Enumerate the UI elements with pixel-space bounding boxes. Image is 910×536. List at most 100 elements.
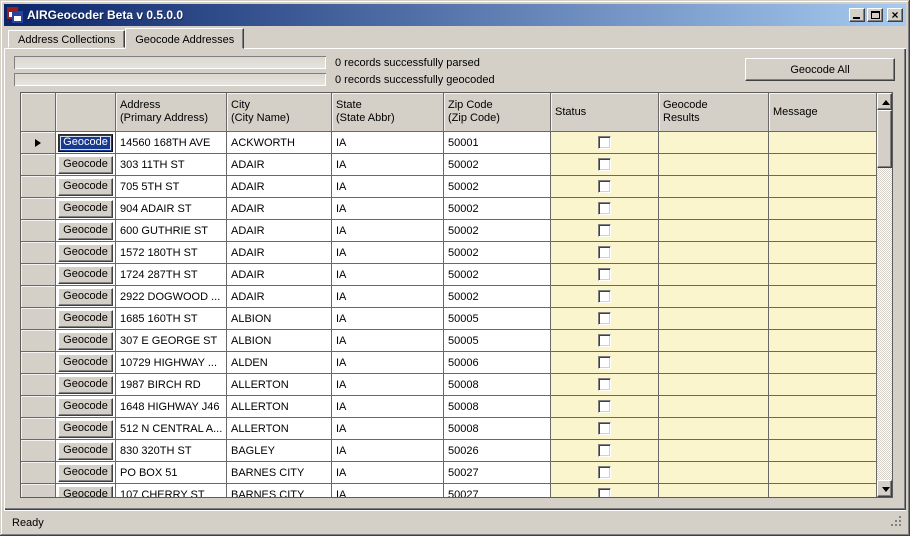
geocode-results-cell[interactable]	[659, 308, 769, 329]
message-cell[interactable]	[769, 198, 876, 219]
address-cell[interactable]: 830 320TH ST	[116, 440, 227, 461]
zip-cell[interactable]: 50002	[444, 286, 551, 307]
status-checkbox[interactable]	[598, 334, 611, 347]
state-cell[interactable]: IA	[332, 176, 444, 197]
geocode-results-cell[interactable]	[659, 154, 769, 175]
zip-cell[interactable]: 50002	[444, 198, 551, 219]
geocode-row-button[interactable]: Geocode	[58, 265, 113, 284]
header-state[interactable]: State (State Abbr)	[332, 93, 444, 131]
message-cell[interactable]	[769, 418, 876, 439]
zip-cell[interactable]: 50001	[444, 132, 551, 153]
state-cell[interactable]: IA	[332, 286, 444, 307]
header-city[interactable]: City (City Name)	[227, 93, 332, 131]
resize-grip-icon[interactable]	[891, 516, 903, 528]
zip-cell[interactable]: 50008	[444, 396, 551, 417]
row-header-cell[interactable]	[21, 198, 56, 219]
state-cell[interactable]: IA	[332, 154, 444, 175]
geocode-results-cell[interactable]	[659, 220, 769, 241]
geocode-all-button[interactable]: Geocode All	[745, 58, 895, 81]
geocode-results-cell[interactable]	[659, 286, 769, 307]
state-cell[interactable]: IA	[332, 330, 444, 351]
city-cell[interactable]: ADAIR	[227, 242, 332, 263]
status-checkbox[interactable]	[598, 202, 611, 215]
address-cell[interactable]: 1724 287TH ST	[116, 264, 227, 285]
address-cell[interactable]: 1572 180TH ST	[116, 242, 227, 263]
address-cell[interactable]: 1648 HIGHWAY J46	[116, 396, 227, 417]
state-cell[interactable]: IA	[332, 352, 444, 373]
geocode-results-cell[interactable]	[659, 176, 769, 197]
vertical-scrollbar[interactable]	[876, 93, 892, 497]
city-cell[interactable]: ADAIR	[227, 220, 332, 241]
geocode-row-button[interactable]: Geocode	[58, 353, 113, 372]
message-cell[interactable]	[769, 462, 876, 483]
scroll-up-button[interactable]	[877, 93, 892, 110]
state-cell[interactable]: IA	[332, 308, 444, 329]
minimize-button[interactable]	[849, 8, 865, 22]
row-header-cell[interactable]	[21, 484, 56, 497]
message-cell[interactable]	[769, 396, 876, 417]
scrollbar-thumb[interactable]	[877, 110, 892, 168]
scroll-down-button[interactable]	[877, 480, 892, 497]
row-header-cell[interactable]	[21, 132, 56, 153]
geocode-results-cell[interactable]	[659, 132, 769, 153]
geocode-results-cell[interactable]	[659, 396, 769, 417]
message-cell[interactable]	[769, 264, 876, 285]
status-checkbox[interactable]	[598, 158, 611, 171]
status-checkbox[interactable]	[598, 246, 611, 259]
zip-cell[interactable]: 50002	[444, 154, 551, 175]
state-cell[interactable]: IA	[332, 418, 444, 439]
status-checkbox[interactable]	[598, 378, 611, 391]
message-cell[interactable]	[769, 330, 876, 351]
row-header-cell[interactable]	[21, 264, 56, 285]
geocode-row-button[interactable]: Geocode	[58, 331, 113, 350]
message-cell[interactable]	[769, 374, 876, 395]
state-cell[interactable]: IA	[332, 132, 444, 153]
message-cell[interactable]	[769, 286, 876, 307]
state-cell[interactable]: IA	[332, 198, 444, 219]
message-cell[interactable]	[769, 154, 876, 175]
status-checkbox[interactable]	[598, 180, 611, 193]
status-checkbox[interactable]	[598, 268, 611, 281]
address-cell[interactable]: PO BOX 51	[116, 462, 227, 483]
geocode-row-button[interactable]: Geocode	[58, 419, 113, 438]
zip-cell[interactable]: 50006	[444, 352, 551, 373]
tab-address-collections[interactable]: Address Collections	[8, 30, 126, 48]
geocode-row-button[interactable]: Geocode	[58, 441, 113, 460]
maximize-button[interactable]	[867, 8, 883, 22]
geocode-results-cell[interactable]	[659, 484, 769, 497]
message-cell[interactable]	[769, 484, 876, 497]
city-cell[interactable]: BARNES CITY	[227, 462, 332, 483]
geocode-row-button[interactable]: Geocode	[58, 243, 113, 262]
geocode-row-button[interactable]: Geocode	[58, 287, 113, 306]
status-checkbox[interactable]	[598, 400, 611, 413]
status-checkbox[interactable]	[598, 356, 611, 369]
state-cell[interactable]: IA	[332, 396, 444, 417]
close-button[interactable]: ×	[887, 8, 903, 22]
zip-cell[interactable]: 50002	[444, 176, 551, 197]
state-cell[interactable]: IA	[332, 374, 444, 395]
row-header-cell[interactable]	[21, 352, 56, 373]
geocode-results-cell[interactable]	[659, 418, 769, 439]
geocode-row-button[interactable]: Geocode	[58, 485, 113, 497]
status-checkbox[interactable]	[598, 488, 611, 497]
status-checkbox[interactable]	[598, 422, 611, 435]
address-cell[interactable]: 10729 HIGHWAY ...	[116, 352, 227, 373]
state-cell[interactable]: IA	[332, 484, 444, 497]
address-cell[interactable]: 307 E GEORGE ST	[116, 330, 227, 351]
address-cell[interactable]: 705 5TH ST	[116, 176, 227, 197]
title-bar[interactable]: AIRGeocoder Beta v 0.5.0.0 ×	[4, 4, 906, 26]
address-cell[interactable]: 1685 160TH ST	[116, 308, 227, 329]
geocode-row-button[interactable]: Geocode	[58, 463, 113, 482]
city-cell[interactable]: ADAIR	[227, 286, 332, 307]
state-cell[interactable]: IA	[332, 440, 444, 461]
state-cell[interactable]: IA	[332, 220, 444, 241]
row-header-cell[interactable]	[21, 242, 56, 263]
status-checkbox[interactable]	[598, 466, 611, 479]
city-cell[interactable]: ACKWORTH	[227, 132, 332, 153]
geocode-results-cell[interactable]	[659, 374, 769, 395]
address-cell[interactable]: 14560 168TH AVE	[116, 132, 227, 153]
city-cell[interactable]: ALLERTON	[227, 418, 332, 439]
zip-cell[interactable]: 50002	[444, 242, 551, 263]
row-header-cell[interactable]	[21, 374, 56, 395]
row-header-cell[interactable]	[21, 418, 56, 439]
